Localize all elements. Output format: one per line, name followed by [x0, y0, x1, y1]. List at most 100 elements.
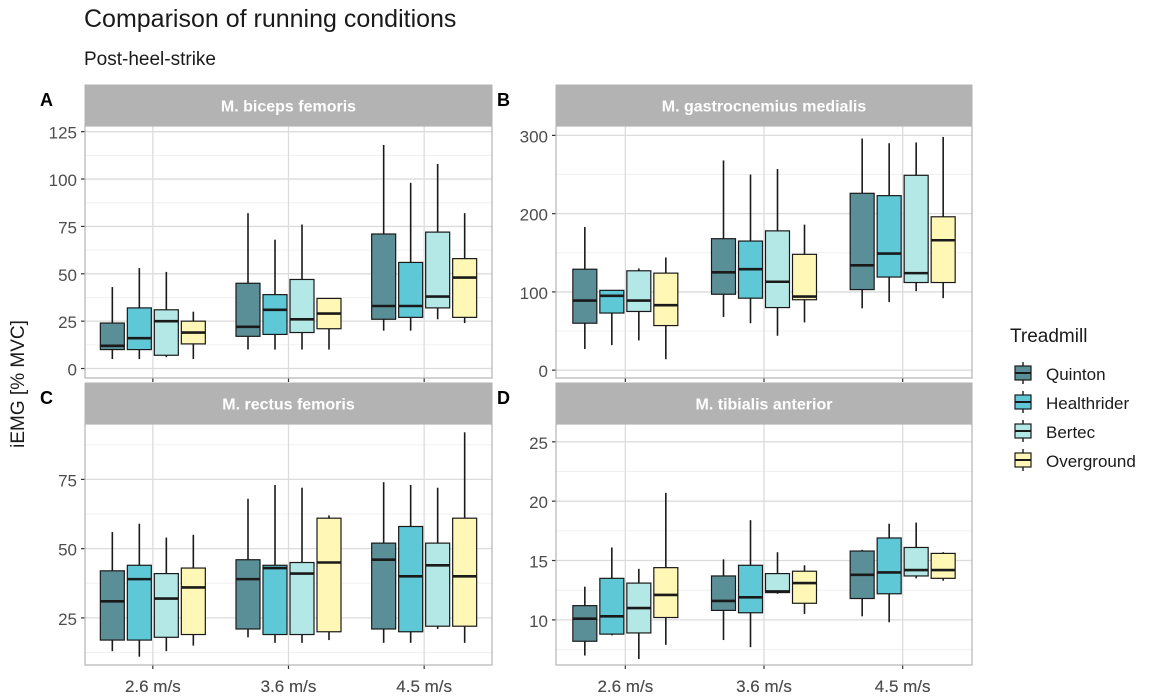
box-iqr [235, 282, 261, 337]
legend-item-quinton: Quinton [1012, 362, 1106, 384]
y-tick-label: 200 [520, 206, 548, 225]
y-tick-label: 25 [58, 313, 77, 332]
y-tick-label: 75 [58, 471, 77, 490]
box-iqr [903, 174, 929, 284]
box-bertec-1 [626, 568, 652, 660]
box-quinton-2 [235, 213, 261, 350]
box-healthrider-2 [262, 239, 288, 350]
box-iqr [599, 289, 625, 314]
box-iqr [710, 238, 737, 295]
box-bertec-3 [903, 522, 929, 579]
chart-subtitle: Post-heel-strike [84, 49, 216, 70]
y-tick-label: 25 [529, 434, 548, 453]
box-healthrider-2 [737, 174, 764, 324]
box-iqr [930, 216, 956, 284]
y-tick-label: 0 [68, 361, 77, 380]
box-iqr [791, 570, 818, 604]
facet-strip [84, 382, 493, 425]
box-overground-2 [316, 515, 342, 641]
x-tick-label: 3.6 m/s [261, 677, 317, 696]
x-tick-label: 3.6 m/s [261, 677, 317, 696]
box-iqr [262, 294, 288, 336]
y-tick-label: 10 [529, 612, 548, 631]
box-iqr [398, 525, 424, 633]
legend-item-healthrider: Healthrider [1012, 391, 1129, 413]
box-quinton-3 [849, 138, 875, 309]
x-tick-label: 3.6 m/s [736, 677, 792, 696]
x-tick-label: 4.5 m/s [875, 677, 931, 696]
y-tick-label: 50 [58, 266, 77, 285]
box-healthrider-3 [398, 182, 424, 331]
y-tick-label: 100 [49, 171, 77, 190]
box-iqr [849, 192, 875, 291]
legend-label: Overground [1046, 452, 1136, 471]
box-healthrider-1 [599, 289, 625, 346]
box-bertec-2 [289, 224, 315, 350]
panel-d: 10 15 20 25 2.6 m/s 3.6 m/s 4.5 m/s M. tibialis… [497, 382, 973, 696]
box-quinton-1 [99, 287, 125, 360]
box-bertec-3 [425, 163, 451, 320]
box-iqr [262, 564, 288, 636]
box-quinton-1 [99, 532, 125, 652]
y-tick-label: 50 [58, 541, 77, 560]
y-tick-label: 20 [529, 493, 548, 512]
box-quinton-3 [849, 549, 875, 617]
box-quinton-3 [371, 144, 397, 331]
box-bertec-1 [626, 268, 652, 341]
box-iqr [289, 278, 315, 334]
chart-title: Comparison of running conditions [84, 5, 456, 33]
x-tick-label: 4.5 m/s [396, 677, 452, 696]
box-healthrider-3 [876, 143, 902, 303]
box-overground-1 [180, 534, 206, 646]
box-healthrider-3 [398, 484, 424, 643]
box-healthrider-1 [126, 268, 152, 360]
y-tick-label: 300 [520, 127, 548, 146]
box-iqr [764, 230, 791, 309]
box-quinton-3 [371, 482, 397, 643]
box-overground-3 [452, 213, 478, 324]
box-iqr [930, 552, 956, 579]
x-tick-label: 2.6 m/s [597, 677, 653, 696]
box-iqr [572, 268, 598, 324]
y-tick-label: 125 [49, 124, 77, 143]
box-iqr [903, 546, 929, 577]
legend-label: Bertec [1046, 423, 1096, 442]
legend-title: Treadmill [1010, 326, 1087, 347]
y-tick-label: 0 [539, 362, 548, 381]
facet-strip [84, 84, 493, 127]
x-tick-label: 2.6 m/s [125, 677, 181, 696]
box-iqr [452, 258, 478, 318]
box-iqr [710, 575, 737, 611]
box-iqr [316, 517, 342, 633]
box-healthrider-3 [876, 523, 902, 623]
legend: Treadmill Quinton Healthrider Bertec Overgr… [1010, 326, 1136, 471]
y-tick-label: 100 [520, 284, 548, 303]
x-tick-label: 2.6 m/s [597, 677, 653, 696]
legend-item-bertec: Bertec [1012, 420, 1096, 442]
box-iqr [425, 542, 451, 627]
facet-strip-title: M. rectus femoris [222, 397, 355, 414]
box-overground-1 [180, 311, 206, 360]
box-bertec-3 [903, 142, 929, 292]
box-iqr [126, 307, 152, 351]
box-iqr [153, 309, 179, 356]
box-iqr [153, 572, 179, 638]
box-iqr [876, 195, 902, 278]
box-iqr [626, 270, 652, 313]
panel-b: 0 100 200 300 2.6 m/s 3.6 m/s 4.5 m/s M. gastro… [497, 84, 973, 696]
box-iqr [126, 564, 152, 641]
box-quinton-2 [710, 160, 737, 317]
box-healthrider-1 [599, 547, 625, 636]
box-overground-1 [653, 257, 679, 360]
x-tick-label: 2.6 m/s [125, 677, 181, 696]
box-healthrider-1 [126, 523, 152, 657]
panel-tag: B [497, 90, 510, 110]
facet-strip [555, 382, 973, 425]
box-iqr [452, 517, 478, 627]
y-axis-label: iEMG [% MVC] [8, 320, 29, 448]
box-healthrider-2 [737, 520, 764, 648]
box-quinton-1 [572, 586, 598, 656]
box-iqr [599, 577, 625, 635]
box-bertec-1 [153, 537, 179, 652]
box-overground-2 [791, 565, 818, 614]
